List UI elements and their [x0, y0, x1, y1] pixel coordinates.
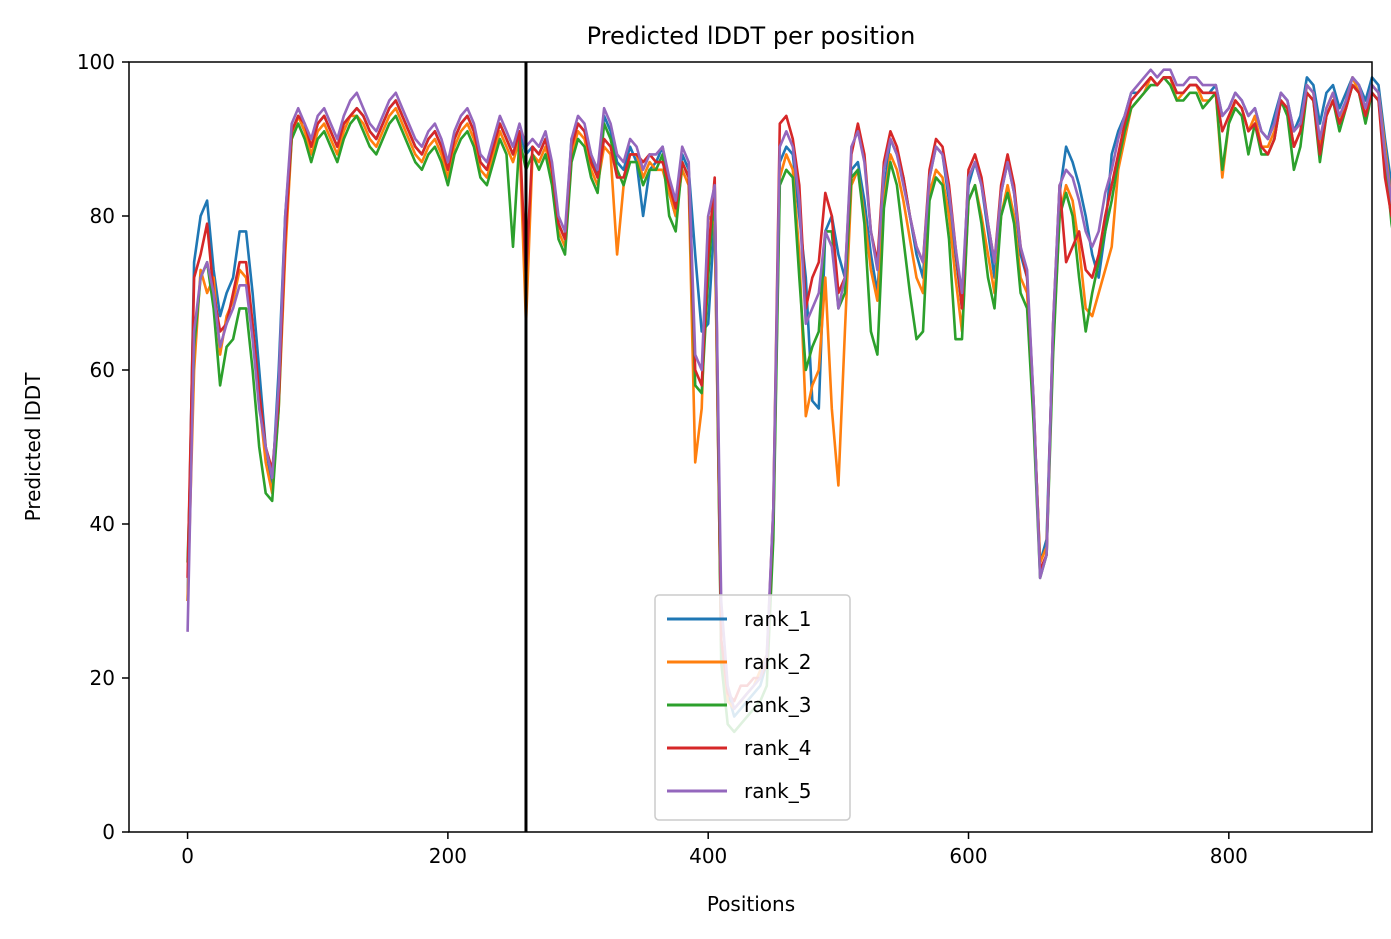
legend-label-rank_3: rank_3	[744, 693, 811, 717]
y-tick-label: 60	[90, 358, 115, 382]
series-line-rank_5	[186, 68, 1391, 711]
chart-title: Predicted lDDT per position	[587, 22, 916, 50]
plot-frame	[128, 61, 1373, 833]
y-axis: 0 20 40 60 80 100	[77, 50, 129, 844]
y-tick-label: 0	[102, 820, 115, 844]
series-line-rank_3	[186, 76, 1391, 734]
legend-box	[654, 594, 851, 821]
legend-label-rank_5: rank_5	[744, 779, 811, 803]
plot-lines	[186, 68, 1391, 734]
series-line-rank_2	[186, 76, 1391, 711]
y-tick-label: 20	[90, 666, 115, 690]
y-tick-label: 40	[90, 512, 115, 536]
x-tick-label: 600	[949, 844, 987, 868]
legend-label-rank_4: rank_4	[744, 736, 811, 760]
x-tick-label: 0	[181, 844, 194, 868]
x-tick-label: 200	[429, 844, 467, 868]
x-tick-label: 400	[689, 844, 727, 868]
legend: rank_1 rank_2 rank_3 rank_4 rank_5	[654, 594, 851, 821]
x-axis: 0 200 400 600 800	[181, 832, 1248, 868]
legend-label-rank_2: rank_2	[744, 650, 811, 674]
x-tick-label: 800	[1210, 844, 1248, 868]
y-axis-label: Predicted lDDT	[21, 372, 45, 522]
y-tick-label: 100	[77, 50, 115, 74]
y-tick-label: 80	[90, 204, 115, 228]
x-axis-label: Positions	[707, 892, 795, 916]
series-line-rank_4	[186, 76, 1391, 703]
legend-label-rank_1: rank_1	[744, 607, 811, 631]
